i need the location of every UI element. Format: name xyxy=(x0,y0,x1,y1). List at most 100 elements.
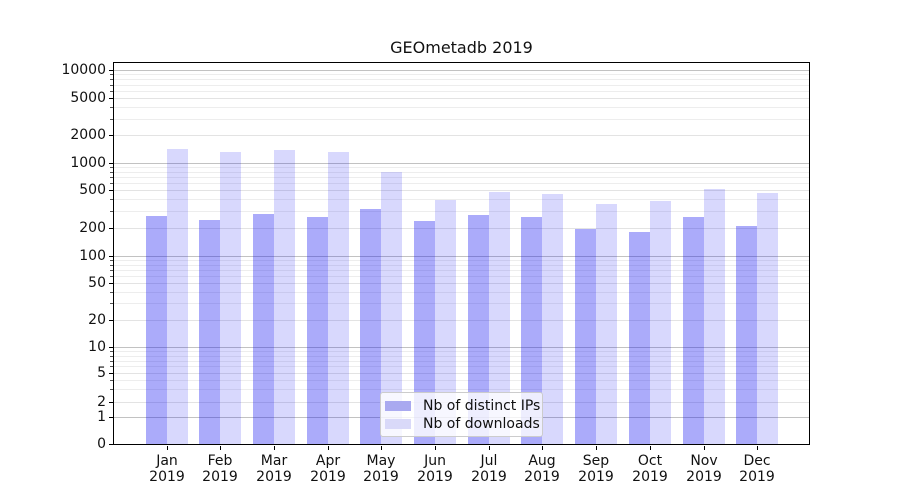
gridline xyxy=(114,320,809,321)
x-tick xyxy=(704,446,705,450)
y-tick xyxy=(109,228,113,229)
x-tick-year: 2019 xyxy=(471,469,507,485)
x-tick-month: Jun xyxy=(424,453,446,469)
gridline-minor xyxy=(114,356,809,357)
bar-downloads-may xyxy=(381,172,402,445)
legend-swatch-distinct-ips xyxy=(385,401,411,411)
gridline-minor xyxy=(114,270,809,271)
gridline-minor xyxy=(114,211,809,212)
y-tick-minor xyxy=(110,351,113,352)
y-tick-minor xyxy=(110,270,113,271)
x-tick-month: Oct xyxy=(637,453,663,469)
y-tick-label: 2000 xyxy=(70,127,106,143)
x-tick-year: 2019 xyxy=(310,469,346,485)
bar-downloads-jun xyxy=(435,200,456,444)
legend-entry-distinct-ips: Nb of distinct IPs xyxy=(381,397,542,415)
gridline-minor xyxy=(114,85,809,86)
x-tick xyxy=(650,446,651,450)
x-tick-month: Feb xyxy=(207,453,233,469)
y-tick-minor xyxy=(110,199,113,200)
gridline-minor xyxy=(114,167,809,168)
legend-label-distinct-ips: Nb of distinct IPs xyxy=(423,398,541,414)
legend-entry-downloads: Nb of downloads xyxy=(381,415,542,433)
bar-distinct-ips-jan xyxy=(146,216,167,445)
x-tick xyxy=(328,446,329,450)
x-tick-year: 2019 xyxy=(632,469,668,485)
x-tick-label: Aug 2019 xyxy=(514,453,570,485)
bar-downloads-aug xyxy=(542,194,563,445)
y-tick xyxy=(109,98,113,99)
gridline-minor xyxy=(114,107,809,108)
x-tick-year: 2019 xyxy=(417,469,453,485)
x-tick xyxy=(542,446,543,450)
x-tick xyxy=(381,446,382,450)
x-tick-label: Apr 2019 xyxy=(300,453,356,485)
y-tick-minor xyxy=(110,119,113,120)
gridline-major xyxy=(114,347,809,348)
gridline-minor xyxy=(114,119,809,120)
gridline-minor xyxy=(114,265,809,266)
gridline-minor xyxy=(114,199,809,200)
y-tick-label: 100 xyxy=(79,248,106,264)
bar-distinct-ips-feb xyxy=(199,220,220,444)
y-tick-minor xyxy=(110,303,113,304)
chart-title: GEOmetadb 2019 xyxy=(390,38,533,57)
x-tick-label: Feb 2019 xyxy=(192,453,248,485)
gridline-major xyxy=(114,163,809,164)
gridline-major xyxy=(114,70,809,71)
gridline-minor xyxy=(114,389,809,390)
x-tick-label: Mar 2019 xyxy=(246,453,302,485)
y-tick-minor xyxy=(110,167,113,168)
x-tick xyxy=(220,446,221,450)
y-tick-minor xyxy=(110,85,113,86)
gridline-minor xyxy=(114,303,809,304)
y-tick-minor xyxy=(110,260,113,261)
y-tick-minor xyxy=(110,177,113,178)
x-tick-year: 2019 xyxy=(256,469,292,485)
gridline-minor xyxy=(114,260,809,261)
gridline-minor xyxy=(114,91,809,92)
bar-distinct-ips-jun xyxy=(414,221,435,445)
x-tick-year: 2019 xyxy=(739,469,775,485)
x-tick xyxy=(167,446,168,450)
y-tick-label: 2 xyxy=(97,394,106,410)
y-tick xyxy=(109,402,113,403)
x-tick xyxy=(489,446,490,450)
bar-distinct-ips-jul xyxy=(468,215,489,445)
gridline-minor xyxy=(114,292,809,293)
y-tick xyxy=(109,256,113,257)
y-tick-label: 10000 xyxy=(61,62,106,78)
bar-downloads-feb xyxy=(220,152,241,444)
gridline-minor xyxy=(114,177,809,178)
y-tick-minor xyxy=(110,292,113,293)
x-tick-month: May xyxy=(366,453,396,469)
y-tick xyxy=(109,283,113,284)
gridline-minor xyxy=(114,351,809,352)
bar-downloads-dec xyxy=(757,193,778,444)
x-tick-label: Oct 2019 xyxy=(622,453,678,485)
x-tick-label: Dec 2019 xyxy=(729,453,785,485)
gridline xyxy=(114,228,809,229)
x-tick-month: Jul xyxy=(480,453,498,469)
legend-swatch-downloads xyxy=(385,419,411,429)
y-tick xyxy=(109,444,113,445)
gridline-major xyxy=(114,256,809,257)
x-tick-year: 2019 xyxy=(363,469,399,485)
bar-distinct-ips-aug xyxy=(521,217,542,444)
bar-distinct-ips-sep xyxy=(575,229,596,444)
gridline-minor xyxy=(114,79,809,80)
bar-downloads-sep xyxy=(596,204,617,444)
bar-downloads-jul xyxy=(489,192,510,444)
y-tick-label: 500 xyxy=(79,182,106,198)
y-tick-minor xyxy=(110,183,113,184)
x-tick-label: Jun 2019 xyxy=(407,453,463,485)
y-tick-minor xyxy=(110,107,113,108)
y-tick-minor xyxy=(110,172,113,173)
legend-label-downloads: Nb of downloads xyxy=(423,416,540,432)
y-tick-label: 5 xyxy=(97,365,106,381)
x-tick-month: Aug xyxy=(528,453,556,469)
gridline-minor xyxy=(114,172,809,173)
y-tick-label: 50 xyxy=(88,275,106,291)
y-tick xyxy=(109,417,113,418)
gridline-minor xyxy=(114,183,809,184)
